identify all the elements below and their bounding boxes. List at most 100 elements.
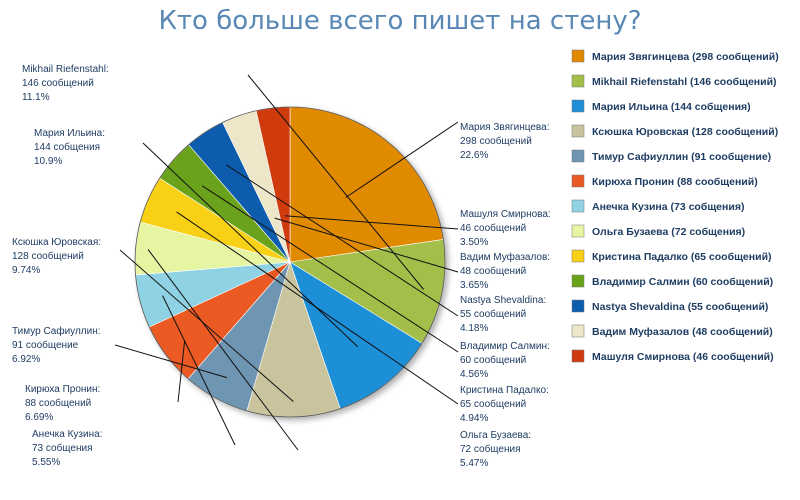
- slice-label-name: Мария Звягинцева:: [460, 122, 549, 133]
- slice-label-name: Машуля Смирнова:: [460, 209, 551, 220]
- legend-label: Мария Звягинцева (298 сообщений): [592, 51, 779, 63]
- leader-line: [225, 164, 459, 317]
- leader-line: [147, 249, 299, 451]
- legend-label: Кирюха Пронин (88 сообщений): [592, 176, 758, 188]
- slice-label-name: Анечка Кузина:: [32, 429, 102, 440]
- slice-label: Ксюшка Юровская: 128 сообщений 9.74%: [12, 237, 101, 276]
- pie-slice: [289, 106, 444, 263]
- legend-swatch: [571, 199, 585, 213]
- legend-item: Nastya Shevaldina (55 сообщений): [571, 299, 768, 313]
- slice-label-count: 48 сообщений: [460, 265, 526, 277]
- slice-label-name: Вадим Муфазалов:: [460, 251, 550, 263]
- legend-label: Вадим Муфазалов (48 сообщений): [592, 326, 773, 338]
- legend-label: Анечка Кузина (73 собщения): [592, 201, 744, 213]
- slice-label: Ольга Бузаева: 72 собщения 5.47%: [460, 430, 531, 469]
- legend-swatch: [571, 324, 585, 338]
- legend-label: Ольга Бузаева (72 собщения): [592, 226, 745, 238]
- slice-label-count: 65 сообщений: [460, 398, 526, 410]
- slice-label-name: Кирюха Пронин:: [25, 384, 100, 395]
- legend-item: Вадим Муфазалов (48 сообщений): [571, 324, 773, 338]
- slice-label-percent: 4.94%: [460, 413, 488, 424]
- legend-swatch: [571, 149, 585, 163]
- slice-label: Кристина Падалко: 65 сообщений 4.94%: [460, 385, 549, 424]
- legend-swatch: [571, 299, 585, 313]
- legend-label: Nastya Shevaldina (55 сообщений): [592, 301, 768, 313]
- legend-swatch: [571, 74, 585, 88]
- legend-swatch: [571, 274, 585, 288]
- leader-line: [176, 211, 459, 405]
- slice-label-name: Ольга Бузаева:: [460, 430, 531, 441]
- legend-label: Ксюшка Юровская (128 сообщений): [592, 126, 778, 138]
- slice-label-percent: 3.50%: [460, 237, 488, 248]
- slice-label-count: 88 сообщений: [25, 397, 91, 409]
- leader-line: [114, 344, 228, 379]
- slice-label-percent: 6.69%: [25, 412, 53, 423]
- slice-label: Мария Звягинцева: 298 сообщений 22.6%: [460, 122, 549, 161]
- legend-swatch: [571, 99, 585, 113]
- leader-line: [274, 217, 459, 273]
- leader-line: [162, 295, 236, 446]
- slice-label-count: 298 сообщений: [460, 135, 532, 147]
- leader-line: [284, 215, 459, 230]
- legend-label: Владимир Салмин (60 сообщений): [592, 276, 773, 288]
- pie-outline: [134, 106, 446, 418]
- legend-item: Ольга Бузаева (72 собщения): [571, 224, 745, 238]
- chart-title: Кто больше всего пишет на стену?: [158, 6, 641, 36]
- slice-label-percent: 4.18%: [460, 323, 488, 334]
- leader-line: [201, 185, 459, 353]
- legend-swatch: [571, 124, 585, 138]
- slice-label-name: Тимур Сафиуллин:: [12, 325, 101, 337]
- slice-label-name: Владимир Салмин:: [460, 341, 550, 352]
- slice-label: Nastya Shevaldina: 55 сообщений 4.18%: [460, 295, 546, 334]
- slice-label-count: 128 сообщений: [12, 250, 84, 262]
- legend-swatch: [571, 249, 585, 263]
- slice-label-percent: 5.47%: [460, 458, 488, 469]
- slice-label: Тимур Сафиуллин: 91 сообщение 6.92%: [12, 325, 101, 365]
- slice-label: Мария Ильина: 144 собщения 10.9%: [34, 128, 105, 167]
- slice-callouts: Мария Звягинцева: 298 сообщений 22.6% Mikha…: [12, 64, 551, 469]
- slice-label-percent: 9.74%: [12, 265, 40, 276]
- legend-item: Мария Звягинцева (298 сообщений): [571, 49, 779, 63]
- slice-label-count: 60 сообщений: [460, 354, 526, 366]
- leader-line: [345, 121, 459, 198]
- slice-label-percent: 4.56%: [460, 369, 488, 380]
- slice-label-name: Мария Ильина:: [34, 128, 105, 139]
- slice-label-percent: 3.65%: [460, 280, 488, 291]
- slice-label-name: Mikhail Riefenstahl:: [22, 64, 109, 75]
- legend: Мария Звягинцева (298 сообщений) Mikhail …: [571, 49, 779, 363]
- legend-item: Ксюшка Юровская (128 сообщений): [571, 124, 778, 138]
- leader-line: [177, 340, 186, 403]
- slice-label-percent: 6.92%: [12, 354, 40, 365]
- slice-label-count: 144 собщения: [34, 141, 100, 153]
- legend-item: Машуля Смирнова (46 сообщений): [571, 349, 774, 363]
- legend-label: Машуля Смирнова (46 сообщений): [592, 351, 774, 363]
- legend-swatch: [571, 349, 585, 363]
- legend-label: Mikhail Riefenstahl (146 сообщений): [592, 76, 777, 88]
- slice-label-count: 146 сообщений: [22, 77, 94, 89]
- slice-label-percent: 10.9%: [34, 156, 62, 167]
- legend-label: Кристина Падалко (65 сообщений): [592, 251, 772, 263]
- slice-label-name: Ксюшка Юровская:: [12, 237, 101, 248]
- legend-swatch: [571, 49, 585, 63]
- slice-label-count: 73 собщения: [32, 442, 93, 454]
- slice-label: Кирюха Пронин: 88 сообщений 6.69%: [25, 384, 100, 423]
- pie-slices: [134, 106, 446, 418]
- legend-item: Мария Ильина (144 собщения): [571, 99, 751, 113]
- slice-label-percent: 5.55%: [32, 457, 60, 468]
- slice-label-count: 72 собщения: [460, 443, 521, 455]
- leader-line: [119, 249, 294, 402]
- slice-label-percent: 11.1%: [22, 92, 50, 103]
- slice-label-percent: 22.6%: [460, 150, 488, 161]
- legend-item: Владимир Салмин (60 сообщений): [571, 274, 773, 288]
- legend-label: Тимур Сафиуллин (91 сообщение): [592, 151, 771, 163]
- slice-label: Машуля Смирнова: 46 сообщений 3.50%: [460, 209, 551, 248]
- legend-swatch: [571, 174, 585, 188]
- slice-label-count: 91 сообщение: [12, 339, 79, 351]
- slice-label-name: Nastya Shevaldina:: [460, 295, 546, 306]
- slice-label-count: 55 сообщений: [460, 308, 526, 320]
- slice-label-count: 46 сообщений: [460, 222, 526, 234]
- legend-swatch: [571, 224, 585, 238]
- legend-item: Кирюха Пронин (88 сообщений): [571, 174, 758, 188]
- slice-label: Mikhail Riefenstahl: 146 сообщений 11.1%: [22, 64, 109, 103]
